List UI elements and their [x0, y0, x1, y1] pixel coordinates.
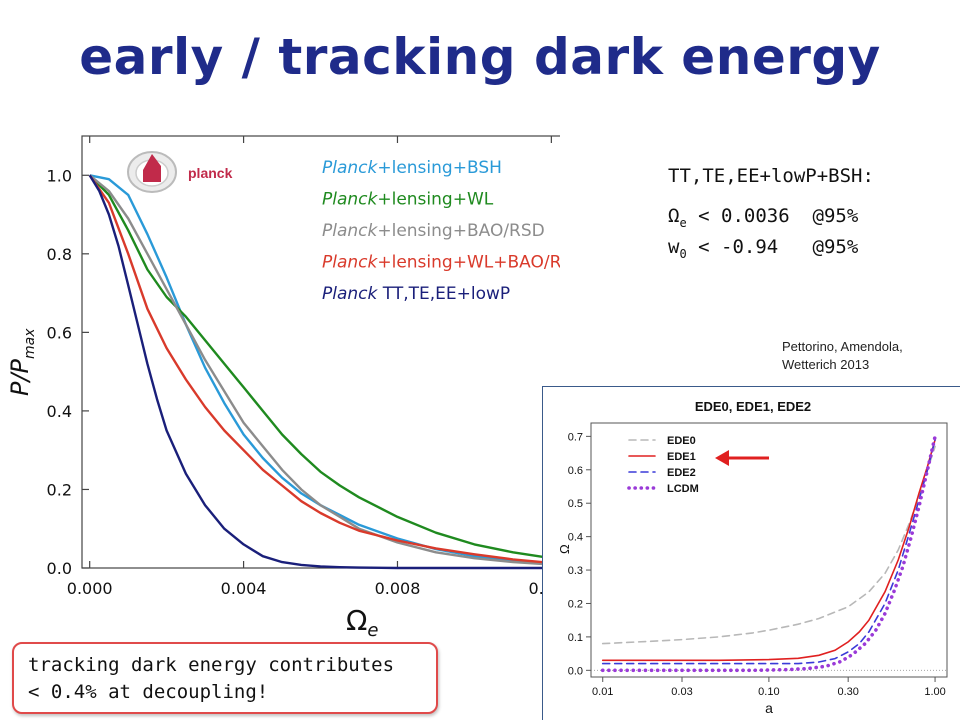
y-axis-ticks: 0.0 0.2 0.4 0.6 0.8 1.0 — [47, 166, 89, 578]
y-axis-label: P/Pmax — [6, 328, 38, 396]
inset-y-tick-label: 0.1 — [568, 632, 583, 644]
inset-series-line — [601, 438, 936, 662]
w-symbol: w — [668, 235, 680, 258]
constraint-results: TT,TE,EE+lowP+BSH: Ωe < 0.0036 @95% w0 <… — [668, 164, 874, 266]
inset-y-tick-label: 0.2 — [568, 598, 583, 610]
y-tick-label: 0.4 — [47, 402, 72, 421]
omega-symbol: Ω — [668, 205, 680, 227]
planck-logo-text: planck — [188, 165, 233, 181]
inset-legend: EDE0 EDE1 EDE2 LCDM — [627, 435, 699, 495]
omega-e-constraint: Ωe < 0.0036 @95% — [668, 204, 874, 235]
conclusion-note: tracking dark energy contributes < 0.4% … — [12, 642, 438, 714]
series-line — [89, 174, 560, 566]
legend-entry-part: Planck — [322, 221, 379, 241]
legend-entry-part: +lensing+WL+BAO/RSD — [377, 253, 560, 273]
legend-entry-part: +lensing+BSH — [377, 158, 502, 178]
inset-y-tick-label: 0.6 — [568, 465, 583, 477]
inset-y-axis-label: Ω — [557, 544, 572, 554]
omega-subscript: e — [679, 215, 687, 230]
legend-entry: Planck+lensing+BSH — [322, 158, 502, 178]
legend-entry-part: Planck — [322, 284, 379, 304]
inset-legend-label: EDE0 — [667, 435, 696, 447]
inset-y-axis-ticks: 0.0 0.1 0.2 0.3 0.4 0.5 0.6 0.7 — [568, 431, 591, 677]
results-header: TT,TE,EE+lowP+BSH: — [668, 165, 874, 187]
omega-value: < 0.0036 @95% — [686, 205, 859, 227]
x-axis-label: Ωe — [346, 604, 378, 640]
w-subscript: 0 — [679, 246, 687, 261]
citation-line-1: Pettorino, Amendola, — [782, 339, 903, 354]
inset-x-tick-label: 0.30 — [837, 686, 858, 698]
inset-y-tick-label: 0.4 — [568, 532, 583, 544]
planck-constraint-chart: 0.00.20.40.60.81.0 0.0000.0040.0080.012 … — [6, 135, 560, 640]
w0-value: < -0.94 @95% — [686, 235, 859, 258]
legend-entry-part: Planck — [322, 190, 379, 210]
inset-x-tick-label: 0.03 — [671, 686, 692, 698]
inset-legend-label: LCDM — [667, 483, 699, 495]
slide-title: early / tracking dark energy — [79, 28, 881, 86]
x-tick-label: 0.000 — [67, 579, 113, 598]
inset-plot-frame — [590, 422, 948, 678]
x-tick-label: 0.004 — [221, 579, 267, 598]
plot-frame — [81, 135, 560, 569]
planck-satellite-icon — [143, 154, 161, 182]
series-line — [88, 174, 560, 561]
y-tick-label: 0.6 — [47, 323, 72, 342]
inset-legend-label: EDE1 — [667, 451, 696, 463]
legend-entry: Planck+lensing+BAO/RSD — [322, 221, 545, 241]
note-line-1: tracking dark energy contributes — [28, 654, 395, 676]
series-line — [88, 174, 560, 565]
red-arrow-icon — [715, 450, 769, 466]
inset-x-tick-label: 0.01 — [592, 686, 613, 698]
x-tick-label: 0.008 — [375, 579, 421, 598]
planck-logo: planck — [127, 151, 233, 193]
inset-x-tick-label: 0.10 — [758, 686, 779, 698]
legend-entry-part: TT,TE,EE+lowP — [377, 284, 510, 304]
legend-entry-part: Planck — [322, 253, 379, 273]
legend-entry: Planck+lensing+WL+BAO/RSD — [322, 253, 560, 273]
y-tick-label: 0.8 — [47, 245, 72, 264]
inset-series-line — [600, 434, 937, 673]
ede-inset-panel: EDE0, EDE1, EDE2 0.0 0.1 0.2 0.3 0.4 0.5 0.6 0.… — [542, 386, 960, 720]
y-label-main: P/P — [6, 358, 34, 396]
legend-entry-part: Planck — [322, 158, 379, 178]
inset-title: EDE0, EDE1, EDE2 — [695, 399, 811, 414]
inset-legend-label: EDE2 — [667, 467, 696, 479]
y-tick-label: 0.0 — [47, 559, 72, 578]
series-lines — [88, 174, 560, 570]
citation: Pettorino, Amendola, Wetterich 2013 — [782, 338, 952, 374]
y-label-sub: max — [22, 328, 38, 359]
inset-series-lines — [600, 434, 937, 673]
inset-series-line — [601, 445, 936, 645]
series-line — [88, 174, 560, 570]
x-label-sub: e — [367, 620, 378, 640]
legend-entry-part: +lensing+BAO/RSD — [377, 221, 544, 241]
inset-x-tick-label: 1.00 — [924, 686, 945, 698]
inset-y-tick-label: 0.0 — [568, 665, 583, 677]
x-label-main: Ω — [346, 604, 367, 637]
inset-x-axis-ticks: 0.01 0.03 0.10 0.30 1.00 — [592, 677, 946, 698]
legend: Planck+lensing+BSHPlanck+lensing+WLPlanc… — [322, 158, 560, 304]
inset-y-tick-label: 0.5 — [568, 498, 583, 510]
series-line — [88, 174, 560, 567]
w0-constraint: w0 < -0.94 @95% — [668, 235, 874, 266]
note-line-2: < 0.4% at decoupling! — [28, 681, 269, 703]
y-tick-label: 0.2 — [47, 480, 72, 499]
legend-entry: Planck+lensing+WL — [322, 190, 494, 210]
legend-entry: Planck TT,TE,EE+lowP — [322, 284, 510, 304]
inset-y-tick-label: 0.7 — [568, 431, 583, 443]
inset-y-tick-label: 0.3 — [568, 565, 583, 577]
inset-series-line — [601, 438, 936, 665]
legend-entry-part: +lensing+WL — [377, 190, 493, 210]
inset-x-axis-label: a — [765, 700, 773, 716]
y-tick-label: 1.0 — [47, 166, 72, 185]
citation-line-2: Wetterich 2013 — [782, 357, 870, 372]
ede-inset-chart: EDE0, EDE1, EDE2 0.00.10.20.30.40.50.60.… — [557, 399, 948, 716]
